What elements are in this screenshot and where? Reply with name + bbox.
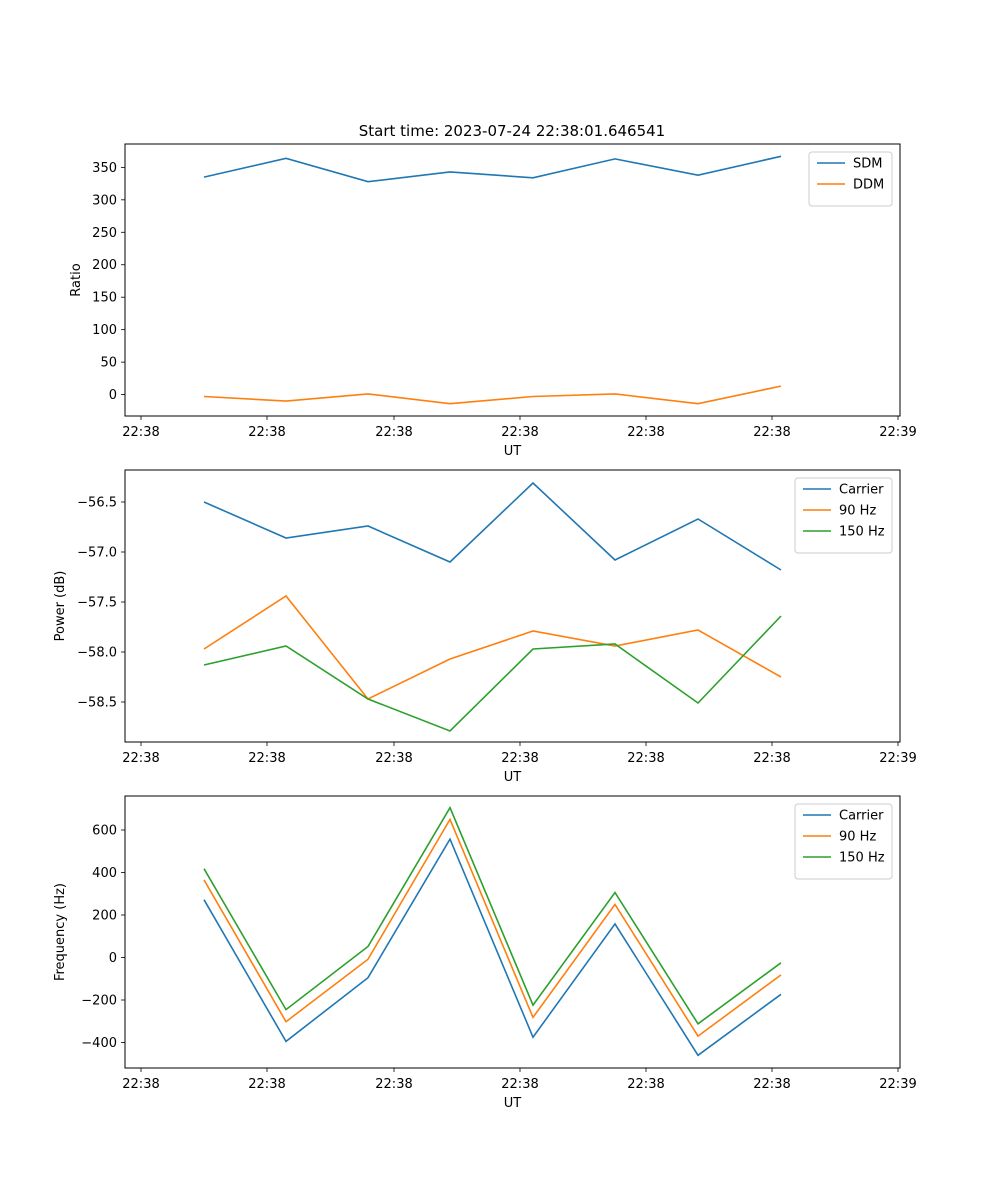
y-tick-label: 200: [92, 909, 117, 924]
series-line-sdm: [203, 155, 782, 183]
y-tick-label: 0: [109, 388, 117, 403]
plots-container: 0 50 100 150 200 250 300 350 22:38 22:38 22:38 22:3…: [53, 143, 917, 1111]
x-tick-label: 22:39: [879, 1077, 916, 1092]
series-line-150-hz: [203, 615, 782, 732]
y-tick-label: −58.0: [77, 646, 117, 661]
y-tick-label: 400: [92, 866, 117, 881]
series-line-90-hz: [203, 594, 782, 701]
x-tick-label: 22:38: [375, 1077, 412, 1092]
y-tick-label: −400: [81, 1036, 117, 1051]
x-tick-label: 22:38: [753, 425, 790, 440]
series-line-150-hz: [203, 805, 782, 1025]
series-line-ddm: [203, 385, 782, 405]
y-tick-label: 150: [92, 291, 117, 306]
x-tick-label: 22:38: [627, 1077, 664, 1092]
x-tick-label: 22:38: [375, 425, 412, 440]
y-axis-label: Power (dB): [53, 571, 68, 642]
y-tick-label: 200: [92, 258, 117, 273]
legend-box: [794, 477, 893, 554]
x-tick-label: 22:38: [501, 751, 538, 766]
chart-title: Start time: 2023-07-24 22:38:01.646541: [359, 122, 665, 140]
legend: SDM DDM: [808, 151, 893, 207]
legend-entry: SDM: [853, 157, 882, 172]
legend-entry: 90 Hz: [839, 504, 876, 519]
x-tick-label: 22:38: [501, 425, 538, 440]
legend: Carrier 90 Hz 150 Hz: [794, 803, 893, 880]
x-tick-label: 22:38: [122, 425, 159, 440]
x-tick-label: 22:38: [122, 751, 159, 766]
y-tick-label: −57.0: [77, 546, 117, 561]
legend-entry: 150 Hz: [839, 851, 885, 866]
x-tick-label: 22:39: [879, 425, 916, 440]
y-tick-label: −58.5: [77, 696, 117, 711]
legend-entry: DDM: [853, 178, 884, 193]
series-line-carrier: [203, 837, 782, 1057]
x-tick-label: 22:38: [375, 751, 412, 766]
plot-frame: [124, 795, 901, 1069]
plot-frame: [124, 143, 901, 417]
y-tick-label: 0: [109, 951, 117, 966]
y-tick-label: 250: [92, 226, 117, 241]
y-tick-label: −200: [81, 994, 117, 1009]
x-axis-label: UT: [504, 1096, 522, 1111]
y-tick-label: 300: [92, 193, 117, 208]
y-tick-label: −57.5: [77, 596, 117, 611]
plot-frame: [124, 469, 901, 743]
legend-box: [794, 803, 893, 880]
legend-entry: 150 Hz: [839, 525, 885, 540]
subplot-3: −400 −200 0 200 400 600 22:38 22:38 22:38 22:38 22…: [53, 795, 917, 1111]
x-tick-label: 22:38: [122, 1077, 159, 1092]
legend-entry: Carrier: [839, 809, 884, 824]
x-axis-label: UT: [504, 770, 522, 785]
series-line-90-hz: [203, 817, 782, 1038]
x-tick-label: 22:38: [627, 425, 664, 440]
y-tick-label: 100: [92, 323, 117, 338]
x-tick-label: 22:38: [627, 751, 664, 766]
x-tick-label: 22:38: [753, 751, 790, 766]
x-tick-label: 22:38: [501, 1077, 538, 1092]
y-axis-label: Ratio: [69, 263, 84, 296]
x-tick-label: 22:38: [248, 751, 285, 766]
subplot-1: 0 50 100 150 200 250 300 350 22:38 22:38 22:38 22:3…: [69, 143, 917, 459]
y-tick-label: 600: [92, 824, 117, 839]
subplot-2: −58.5 −58.0 −57.5 −57.0 −56.5 22:38 22:38 22:38…: [53, 469, 917, 785]
y-axis-label: Frequency (Hz): [53, 883, 68, 981]
x-axis-label: UT: [504, 444, 522, 459]
x-tick-label: 22:39: [879, 751, 916, 766]
series-line-carrier: [203, 481, 782, 571]
legend-box: [808, 151, 893, 207]
y-tick-label: 350: [92, 161, 117, 176]
x-tick-label: 22:38: [248, 425, 285, 440]
legend-entry: 90 Hz: [839, 830, 876, 845]
x-tick-label: 22:38: [753, 1077, 790, 1092]
x-tick-label: 22:38: [248, 1077, 285, 1092]
y-tick-label: −56.5: [77, 496, 117, 511]
legend: Carrier 90 Hz 150 Hz: [794, 477, 893, 554]
legend-entry: Carrier: [839, 483, 884, 498]
y-tick-label: 50: [100, 356, 117, 371]
